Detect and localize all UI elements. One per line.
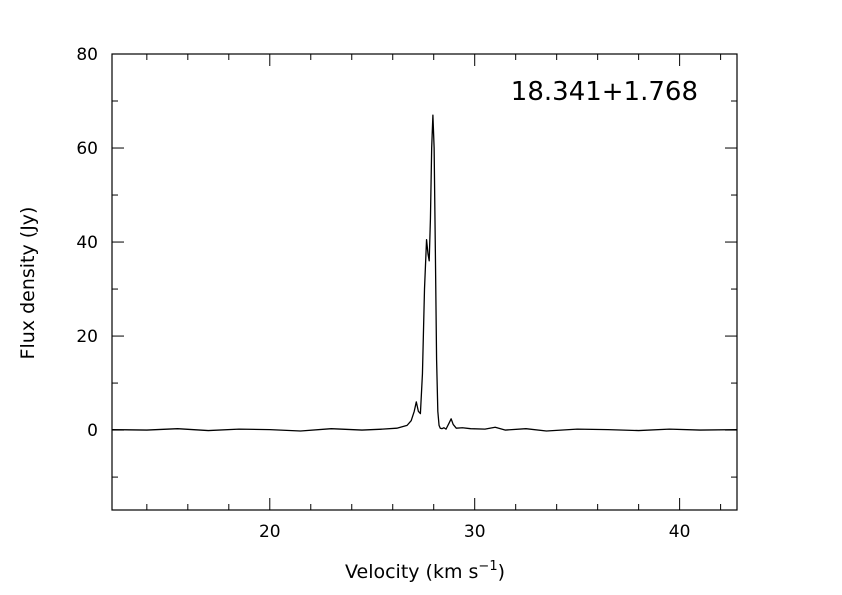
y-tick-label: 60 [76,139,98,159]
source-annotation: 18.341+1.768 [511,77,698,107]
y-tick-label: 40 [76,233,98,253]
y-axis-label: Flux density (Jy) [17,207,39,360]
x-tick-label: 20 [259,522,281,542]
y-tick-label: 80 [76,45,98,65]
spectrum-line [111,114,738,432]
y-tick-label: 20 [76,327,98,347]
plot-frame [111,53,738,511]
x-tick-label: 30 [464,522,486,542]
x-axis-label: Velocity (km s−1) [345,559,505,583]
tick-labels: 20 30 40 0 20 40 60 80 [76,45,690,542]
x-tick-label: 40 [669,522,691,542]
axis-ticks [112,53,737,510]
y-tick-label: 0 [87,421,98,441]
